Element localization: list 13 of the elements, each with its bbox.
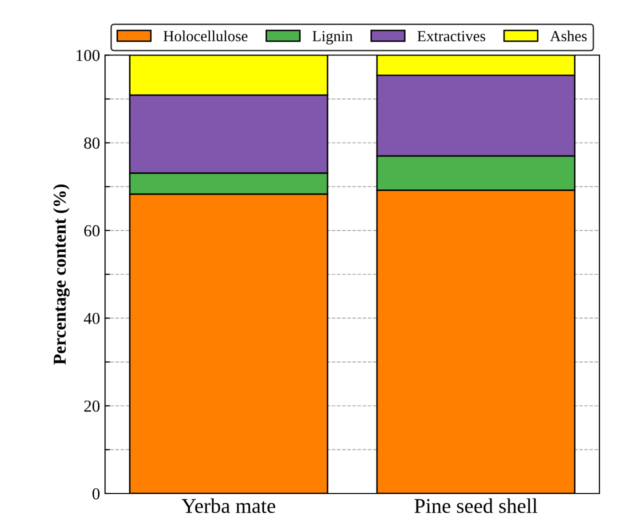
y-tick-label: 80 (84, 138, 100, 149)
y-axis-title: Percentage content (%) (53, 184, 70, 365)
x-tick-label: Yerba mate (182, 498, 276, 514)
y-tick-label: 0 (92, 488, 100, 500)
y-tick-label: 60 (84, 225, 100, 236)
legend-label: Extractives (417, 31, 486, 42)
y-tick-label: 40 (84, 312, 100, 324)
legend-label: Holocellulose (164, 30, 248, 42)
y-tick-label: 20 (84, 400, 100, 412)
legend-label: Lignin (312, 31, 353, 44)
legend-label: Ashes (550, 30, 587, 42)
x-tick-label: Pine seed shell (414, 498, 538, 514)
y-tick-label: 100 (76, 50, 100, 62)
